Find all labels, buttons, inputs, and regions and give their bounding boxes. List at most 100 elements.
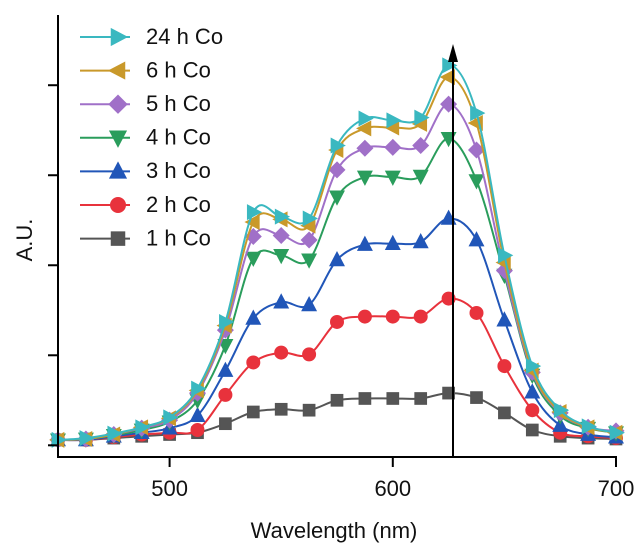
x-axis-label: Wavelength (nm) — [251, 518, 418, 543]
legend-marker — [110, 27, 129, 47]
legend-marker — [108, 94, 128, 114]
legend-marker — [108, 130, 128, 148]
marker — [301, 295, 318, 312]
marker — [525, 423, 539, 437]
marker — [386, 112, 402, 129]
marker — [498, 406, 511, 420]
marker — [442, 386, 455, 400]
marker — [441, 291, 456, 306]
legend-label: 3 h Co — [146, 158, 211, 183]
marker — [525, 358, 542, 375]
marker — [190, 422, 205, 437]
marker — [189, 406, 206, 422]
marker — [358, 110, 374, 127]
marker — [217, 361, 234, 377]
marker — [246, 355, 261, 370]
marker — [469, 305, 484, 320]
legend-label: 6 h Co — [146, 57, 211, 82]
marker — [384, 170, 401, 186]
legend-label: 2 h Co — [146, 192, 211, 217]
marker — [356, 170, 373, 186]
x-tick-label: 700 — [598, 476, 635, 501]
marker — [329, 190, 345, 206]
marker — [358, 392, 372, 405]
marker — [468, 231, 485, 247]
marker — [524, 383, 541, 399]
marker — [470, 105, 486, 122]
marker — [274, 345, 289, 360]
marker — [218, 387, 233, 402]
marker — [498, 247, 514, 264]
series — [51, 57, 625, 448]
marker — [356, 235, 373, 251]
marker — [414, 109, 430, 126]
marker — [412, 232, 429, 249]
marker — [245, 251, 262, 267]
marker — [357, 309, 372, 324]
x-tick-label: 500 — [151, 476, 188, 501]
marker — [470, 391, 483, 404]
marker — [384, 138, 402, 156]
arrow-head — [448, 44, 458, 62]
marker — [413, 309, 428, 324]
marker — [330, 314, 344, 329]
marker — [245, 309, 262, 325]
marker — [219, 313, 235, 330]
marker — [386, 392, 400, 405]
marker — [219, 417, 232, 431]
marker — [609, 424, 625, 441]
marker — [581, 418, 597, 435]
marker — [525, 403, 540, 418]
line — [57, 64, 617, 441]
legend-marker — [108, 161, 128, 179]
x-tick-label: 600 — [374, 476, 411, 501]
marker — [301, 253, 318, 269]
marker — [330, 393, 344, 407]
plot-area — [49, 57, 625, 449]
marker — [496, 311, 513, 327]
marker — [384, 234, 401, 251]
marker — [274, 208, 291, 225]
marker — [328, 161, 346, 179]
marker — [163, 409, 179, 426]
marker — [302, 210, 318, 227]
legend-label: 4 h Co — [146, 125, 211, 150]
marker — [302, 403, 316, 417]
legend-marker — [110, 197, 126, 213]
marker — [107, 425, 123, 442]
y-axis-label: A.U. — [12, 219, 37, 262]
marker — [273, 249, 290, 265]
legend-label: 24 h Co — [146, 24, 223, 49]
marker — [497, 359, 512, 374]
marker — [272, 227, 290, 245]
marker — [329, 250, 345, 267]
marker — [552, 416, 569, 432]
marker — [439, 69, 455, 86]
marker — [274, 402, 288, 416]
marker — [244, 214, 260, 231]
marker — [468, 174, 485, 190]
legend-marker — [107, 61, 126, 80]
marker — [356, 120, 372, 137]
marker — [300, 231, 318, 249]
marker — [412, 169, 429, 186]
marker — [246, 204, 263, 221]
marker — [414, 392, 428, 405]
marker — [356, 139, 374, 157]
marker — [191, 380, 207, 397]
marker — [440, 95, 458, 113]
marker — [330, 137, 346, 154]
marker — [385, 309, 400, 324]
legend-label: 1 h Co — [146, 225, 211, 250]
marker — [217, 339, 234, 355]
marker — [412, 137, 430, 155]
marker — [553, 402, 570, 419]
marker — [302, 347, 317, 362]
legend-label: 5 h Co — [146, 91, 211, 116]
marker — [246, 405, 260, 419]
marker — [79, 430, 95, 447]
legend-marker — [110, 231, 126, 246]
marker — [273, 293, 290, 309]
marker — [135, 419, 151, 436]
